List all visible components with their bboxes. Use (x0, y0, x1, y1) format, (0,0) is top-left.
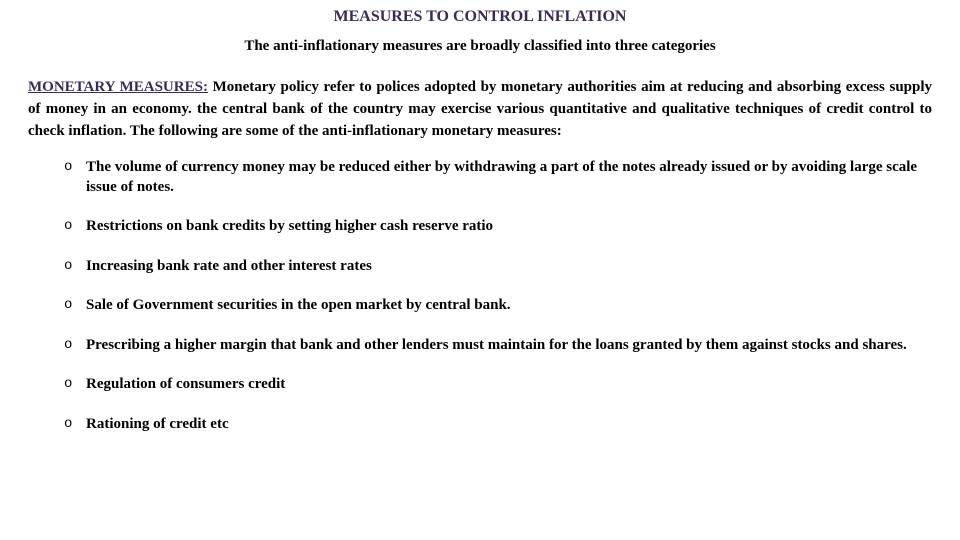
monetary-section: MONETARY MEASURES: Monetary policy refer… (28, 77, 932, 142)
section-label: MONETARY MEASURES: (28, 79, 208, 95)
page-title: MEASURES TO CONTROL INFLATION (28, 8, 932, 26)
bullet-list: The volume of currency money may be redu… (28, 158, 932, 434)
list-item: Increasing bank rate and other interest … (64, 257, 932, 277)
list-item: Sale of Government securities in the ope… (64, 296, 932, 316)
document-page: MEASURES TO CONTROL INFLATION The anti-i… (0, 0, 960, 462)
list-item: The volume of currency money may be redu… (64, 158, 932, 197)
intro-line: The anti-inflationary measures are broad… (28, 38, 932, 55)
list-item: Regulation of consumers credit (64, 375, 932, 395)
list-item: Rationing of credit etc (64, 415, 932, 435)
list-item: Restrictions on bank credits by setting … (64, 217, 932, 237)
list-item: Prescribing a higher margin that bank an… (64, 336, 932, 356)
